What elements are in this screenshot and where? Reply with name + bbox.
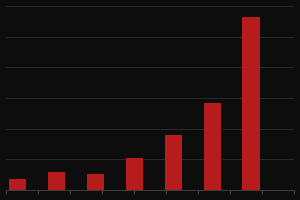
Bar <box>48 172 65 190</box>
Bar <box>203 103 221 190</box>
Bar <box>87 174 104 190</box>
Bar <box>9 178 26 190</box>
Bar <box>242 17 260 190</box>
Bar <box>126 158 143 190</box>
Bar <box>165 135 182 190</box>
